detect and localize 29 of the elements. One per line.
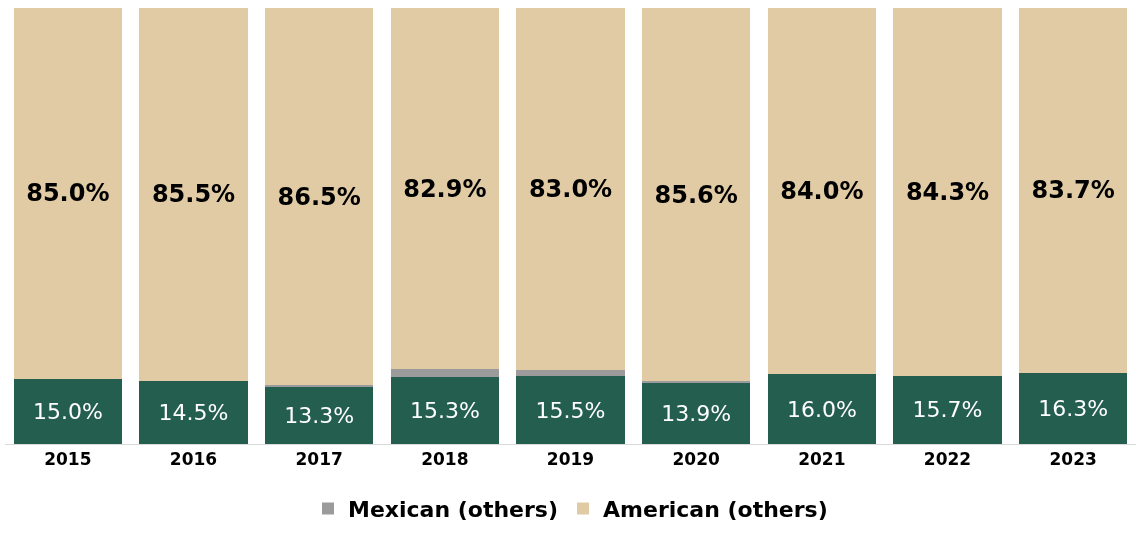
- data-label: 15.3%: [409, 398, 480, 424]
- data-label: 15.5%: [535, 397, 606, 423]
- data-label: 85.0%: [26, 179, 110, 208]
- data-label: 15.7%: [912, 397, 983, 423]
- data-label: 15.0%: [32, 398, 103, 424]
- data-label: 16.3%: [1038, 395, 1109, 421]
- data-label: 84.3%: [905, 177, 990, 206]
- data-label: 16.0%: [786, 396, 857, 422]
- x-tick-label: 2015: [44, 449, 92, 470]
- x-tick-label: 2020: [672, 449, 720, 470]
- legend-label: Mexican (others): [348, 496, 559, 522]
- data-label: 84.0%: [780, 177, 864, 206]
- x-tick-label: 2019: [546, 449, 595, 470]
- x-tick-label: 2023: [1049, 449, 1097, 470]
- data-label: 85.5%: [151, 180, 236, 209]
- x-tick-label: 2022: [923, 449, 972, 470]
- data-label: 83.7%: [1031, 176, 1115, 205]
- data-label: 13.3%: [284, 402, 355, 428]
- legend-label: American (others): [603, 496, 828, 522]
- data-label: 13.9%: [661, 401, 732, 427]
- data-label: 86.5%: [277, 182, 361, 211]
- x-tick-label: 2017: [295, 449, 343, 470]
- data-label: 82.9%: [403, 174, 487, 203]
- data-label: 83.0%: [528, 174, 613, 203]
- data-label: 14.5%: [158, 399, 229, 425]
- x-tick-label: 2018: [421, 449, 469, 470]
- x-tick-label: 2021: [798, 449, 846, 470]
- x-tick-label: 2016: [169, 449, 218, 470]
- data-label: 85.6%: [654, 180, 738, 209]
